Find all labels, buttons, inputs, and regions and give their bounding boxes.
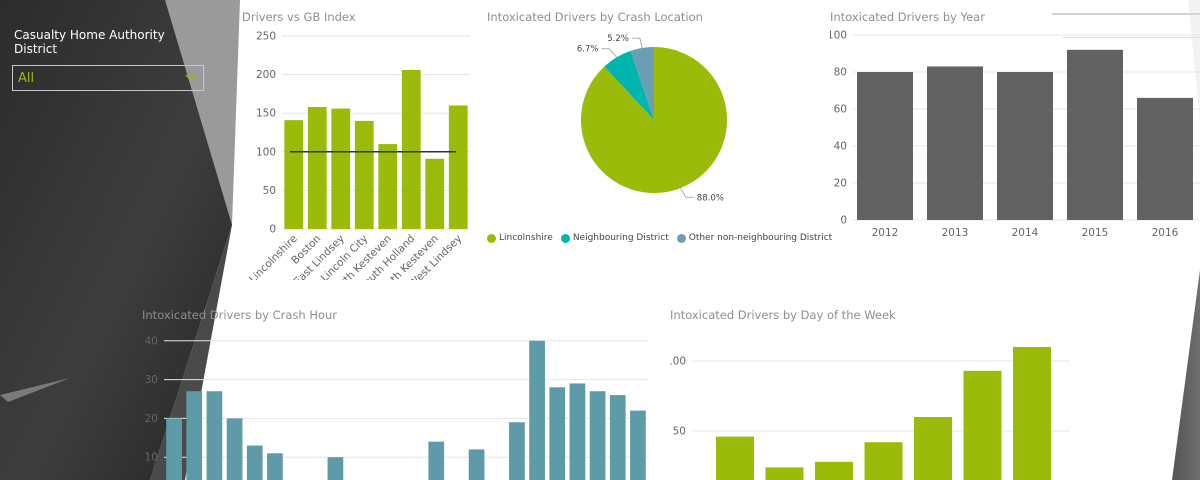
by-year-chart: 0 20 40 60 80 100 2012 2013 2014 2015 2016 <box>830 30 1200 239</box>
crash-hour-bar <box>549 387 566 480</box>
crash-hour-bar <box>509 422 525 480</box>
legend-dot-icon <box>487 233 496 243</box>
day-of-week-bar <box>815 461 853 480</box>
crash-location-chart: 88.0% 6.7% 5.2% <box>577 34 727 203</box>
crash-location-legend: Lincolnshire Neighbouring District Other… <box>487 233 832 243</box>
pie-value-label: 88.0% <box>697 193 724 203</box>
by-year-tick-label: 0 <box>840 215 847 227</box>
crash-hour-tick-label: 40 <box>145 335 158 347</box>
legend-item-other[interactable]: Other non-neighbouring District <box>676 233 833 243</box>
by-year-title: Intoxicated Drivers by Year <box>830 10 985 24</box>
gb-index-tick-label: 100 <box>256 146 276 158</box>
crash-hour-chart: 10 20 30 40 <box>145 335 648 480</box>
gb-index-tick-label: 250 <box>256 31 276 43</box>
day-of-week-chart: 50 100 <box>670 347 1070 480</box>
gb-index-bar <box>331 108 351 229</box>
by-year-category-label: 2014 <box>1012 227 1039 239</box>
chevron-down-icon <box>185 74 197 82</box>
crash-hour-bar <box>468 449 485 480</box>
crash-hour-bar <box>186 391 203 480</box>
gb-index-bar <box>378 144 398 229</box>
by-year-category-label: 2015 <box>1082 227 1109 239</box>
day-of-week-bar <box>963 370 1002 480</box>
day-of-week-bar <box>1013 347 1051 480</box>
by-year-bar <box>1067 49 1123 220</box>
day-of-week-title: Intoxicated Drivers by Day of the Week <box>670 308 896 322</box>
crash-hour-bar <box>609 395 626 480</box>
crash-hour-bar <box>206 391 223 480</box>
crash-hour-bar <box>166 418 182 480</box>
crash-hour-tick-label: 10 <box>145 452 158 464</box>
crash-hour-bar <box>226 418 243 480</box>
by-year-category-label: 2012 <box>872 227 899 239</box>
by-year-tick-label: 100 <box>830 30 847 42</box>
pie-value-label: 5.2% <box>607 34 629 44</box>
crash-hour-title: Intoxicated Drivers by Crash Hour <box>142 308 338 322</box>
crash-hour-bar <box>428 441 445 480</box>
by-year-bar <box>927 66 983 220</box>
day-of-week-tick-label: 50 <box>673 426 686 438</box>
legend-label: Other non-neighbouring District <box>688 233 833 243</box>
gb-index-tick-label: 50 <box>263 185 276 197</box>
by-year-tick-label: 60 <box>834 104 847 116</box>
slicer-selected-value: All <box>18 70 35 86</box>
by-year-category-label: 2016 <box>1152 227 1179 239</box>
crash-hour-tick-label: 30 <box>145 374 158 386</box>
crash-hour-bar <box>246 445 263 480</box>
crash-hour-tick-label: 20 <box>145 413 158 425</box>
by-year-tick-label: 40 <box>834 141 847 153</box>
gb-index-title: Drivers vs GB Index <box>242 10 356 24</box>
gb-index-bar <box>284 120 304 229</box>
crash-location-title: Intoxicated Drivers by Crash Location <box>487 10 703 24</box>
day-of-week-bar <box>864 442 903 480</box>
legend-dot-icon <box>560 233 570 243</box>
by-year-category-label: 2013 <box>942 227 969 239</box>
gb-index-bar <box>307 107 327 229</box>
gb-index-bar <box>425 158 445 229</box>
crash-hour-bar <box>529 340 545 480</box>
day-of-week-visual[interactable]: Intoxicated Drivers by Day of the Week 5… <box>670 308 1090 480</box>
legend-dot-icon <box>676 233 686 243</box>
day-of-week-bar <box>914 417 952 480</box>
day-of-week-tick-label: 100 <box>670 356 686 368</box>
pie-slice <box>630 47 654 120</box>
gb-index-tick-label: 200 <box>256 69 276 81</box>
pie-leader-line <box>601 48 617 58</box>
legend-label: Neighbouring District <box>572 233 669 243</box>
gb-index-tick-label: 150 <box>256 108 276 120</box>
gb-index-bar <box>448 105 468 229</box>
day-of-week-bar <box>765 467 804 480</box>
crash-hour-bar <box>630 410 646 480</box>
slicer-dropdown[interactable]: All <box>12 65 204 91</box>
legend-item-neighbouring[interactable]: Neighbouring District <box>560 233 669 243</box>
crash-location-visual[interactable]: Intoxicated Drivers by Crash Location 88… <box>487 10 832 250</box>
gb-index-bar <box>401 69 421 229</box>
by-year-bar <box>997 72 1053 220</box>
district-slicer: Casualty Home Authority District All <box>12 28 204 91</box>
crash-hour-bar <box>569 383 586 480</box>
by-year-bar <box>1137 97 1193 220</box>
pie-leader-line <box>680 187 694 198</box>
legend-label: Lincolnshire <box>499 233 553 243</box>
gb-index-visual[interactable]: Drivers vs GB Index 0 50 100 150 200 250 Linco… <box>242 10 478 280</box>
pie-slice <box>604 50 654 120</box>
by-year-visual[interactable]: Intoxicated Drivers by Year 0 20 40 60 80 100… <box>830 10 1200 250</box>
gb-index-tick-label: 0 <box>269 224 276 236</box>
pie-value-label: 6.7% <box>577 45 599 55</box>
by-year-tick-label: 80 <box>834 67 847 79</box>
crash-hour-bar <box>267 453 283 480</box>
pie-leader-line <box>631 37 643 49</box>
crash-hour-bar <box>327 457 344 480</box>
crash-hour-visual[interactable]: Intoxicated Drivers by Crash Hour 10 20 30… <box>142 308 654 480</box>
by-year-bar <box>857 72 913 220</box>
slicer-label: Casualty Home Authority District <box>14 28 165 56</box>
day-of-week-bar <box>716 436 754 480</box>
gb-index-bar <box>354 120 374 229</box>
by-year-tick-label: 20 <box>834 178 847 190</box>
crash-hour-bar <box>589 391 606 480</box>
legend-item-lincolnshire[interactable]: Lincolnshire <box>487 233 553 243</box>
